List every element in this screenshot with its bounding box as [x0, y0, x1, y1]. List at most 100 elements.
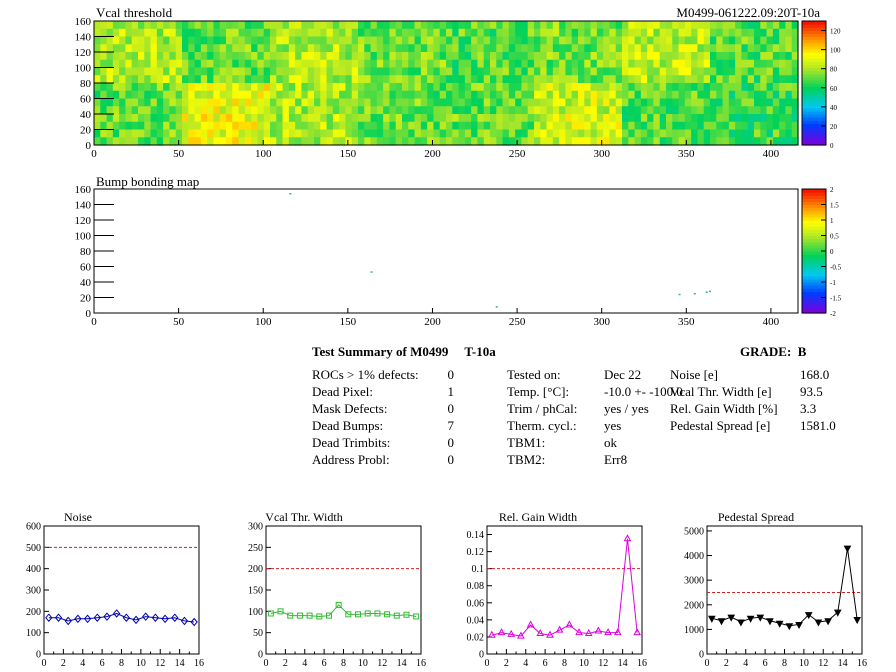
heatmap-cell — [238, 137, 246, 146]
heatmap-cell — [295, 75, 303, 84]
heatmap-cell — [125, 83, 133, 92]
heatmap-cell — [534, 44, 541, 53]
heatmap-cell — [188, 36, 196, 45]
heatmap-cell — [772, 75, 780, 84]
heatmap-cell — [471, 67, 479, 76]
heatmap-cell — [131, 36, 139, 45]
heatmap-cell — [747, 129, 755, 138]
heatmap-cell — [144, 28, 152, 38]
x-tick-label: 0 — [705, 658, 710, 669]
heatmap-cell — [276, 75, 284, 84]
heatmap-cell — [163, 129, 171, 138]
heatmap-cell — [521, 21, 529, 30]
heatmap-cell — [307, 75, 315, 84]
small-chart-title: Noise — [64, 510, 92, 524]
heatmap-cell — [578, 90, 585, 100]
heatmap-cell — [515, 36, 523, 45]
y-tick-label: 500 — [26, 543, 41, 554]
heatmap-cell — [370, 52, 378, 61]
heatmap-cell — [207, 98, 215, 107]
heatmap-cell — [741, 44, 749, 53]
heatmap-cell — [175, 90, 183, 100]
colorbar-cell — [802, 266, 826, 271]
heatmap-cell — [131, 67, 139, 76]
heatmap-cell — [471, 28, 479, 38]
heatmap-cell — [389, 28, 397, 38]
heatmap-cell — [213, 67, 221, 76]
heatmap-cell — [596, 52, 604, 61]
heatmap-cell — [100, 98, 108, 107]
data-point — [488, 630, 496, 638]
heatmap-cell — [678, 52, 686, 61]
heatmap-cell — [521, 114, 529, 123]
heatmap-cell — [439, 67, 447, 76]
heatmap-cell — [376, 67, 384, 76]
heatmap-cell — [754, 28, 761, 38]
heatmap-cell — [477, 52, 485, 61]
heatmap-cell — [596, 83, 604, 92]
heatmap-cell — [515, 98, 523, 107]
heatmap-cell — [590, 114, 598, 123]
heatmap-cell — [226, 83, 233, 92]
heatmap-cell — [464, 59, 472, 69]
data-point — [103, 612, 111, 621]
heatmap-cell — [219, 121, 227, 131]
heatmap-cell — [219, 114, 227, 123]
heatmap-cell — [791, 83, 799, 92]
heatmap-cell — [163, 28, 171, 38]
heatmap-cell — [628, 83, 636, 92]
heatmap-cell — [263, 67, 271, 76]
heatmap-cell — [420, 90, 428, 100]
data-point — [171, 613, 179, 623]
x-tick-label: 8 — [562, 658, 567, 669]
heatmap-cell — [414, 28, 422, 38]
heatmap-cell — [464, 137, 472, 146]
heatmap-cell — [446, 44, 453, 53]
heatmap-cell — [94, 21, 101, 30]
heatmap-cell — [728, 21, 736, 30]
heatmap-cell — [295, 106, 303, 115]
heatmap-cell — [125, 44, 133, 53]
heatmap-cell — [534, 137, 541, 146]
heatmap-cell — [609, 137, 617, 146]
heatmap-cell — [351, 28, 359, 38]
summary-value: 168.0 — [800, 367, 830, 382]
heatmap-cell — [747, 67, 755, 76]
heatmap-cell — [263, 137, 271, 146]
heatmap-cell — [779, 28, 787, 38]
y-tick-label: 0 — [258, 650, 263, 661]
heatmap-cell — [112, 21, 120, 30]
heatmap-cell — [263, 44, 271, 53]
heatmap-cell — [370, 67, 378, 76]
heatmap-cell — [169, 59, 177, 69]
heatmap-cell — [232, 90, 240, 100]
heatmap-cell — [590, 90, 598, 100]
heatmap-cell — [358, 28, 365, 38]
heatmap-cell — [772, 67, 780, 76]
heatmap-cell — [307, 114, 315, 123]
heatmap-cell — [596, 59, 604, 69]
heatmap-cell — [94, 67, 101, 76]
heatmap-cell — [345, 36, 353, 45]
y-tick-label: 50 — [253, 628, 263, 639]
heatmap-cell — [163, 59, 171, 69]
heatmap-cell — [276, 59, 284, 69]
heatmap-cell — [691, 44, 699, 53]
x-tick-label: 8 — [119, 658, 124, 669]
heatmap-cell — [94, 121, 101, 131]
heatmap-cell — [471, 137, 479, 146]
heatmap-cell — [634, 21, 642, 30]
heatmap-cell — [703, 59, 711, 69]
heatmap-cell — [332, 52, 340, 61]
heatmap-cell — [546, 129, 554, 138]
heatmap-cell — [697, 21, 705, 30]
heatmap-cell — [552, 52, 560, 61]
heatmap-cell — [571, 75, 579, 84]
heatmap-cell — [785, 36, 793, 45]
y-tick-label: 0.1 — [472, 564, 485, 575]
heatmap-cell — [653, 75, 661, 84]
heatmap-cell — [119, 90, 127, 100]
y-tick-label: 20 — [80, 293, 92, 305]
heatmap-cell — [314, 129, 321, 138]
